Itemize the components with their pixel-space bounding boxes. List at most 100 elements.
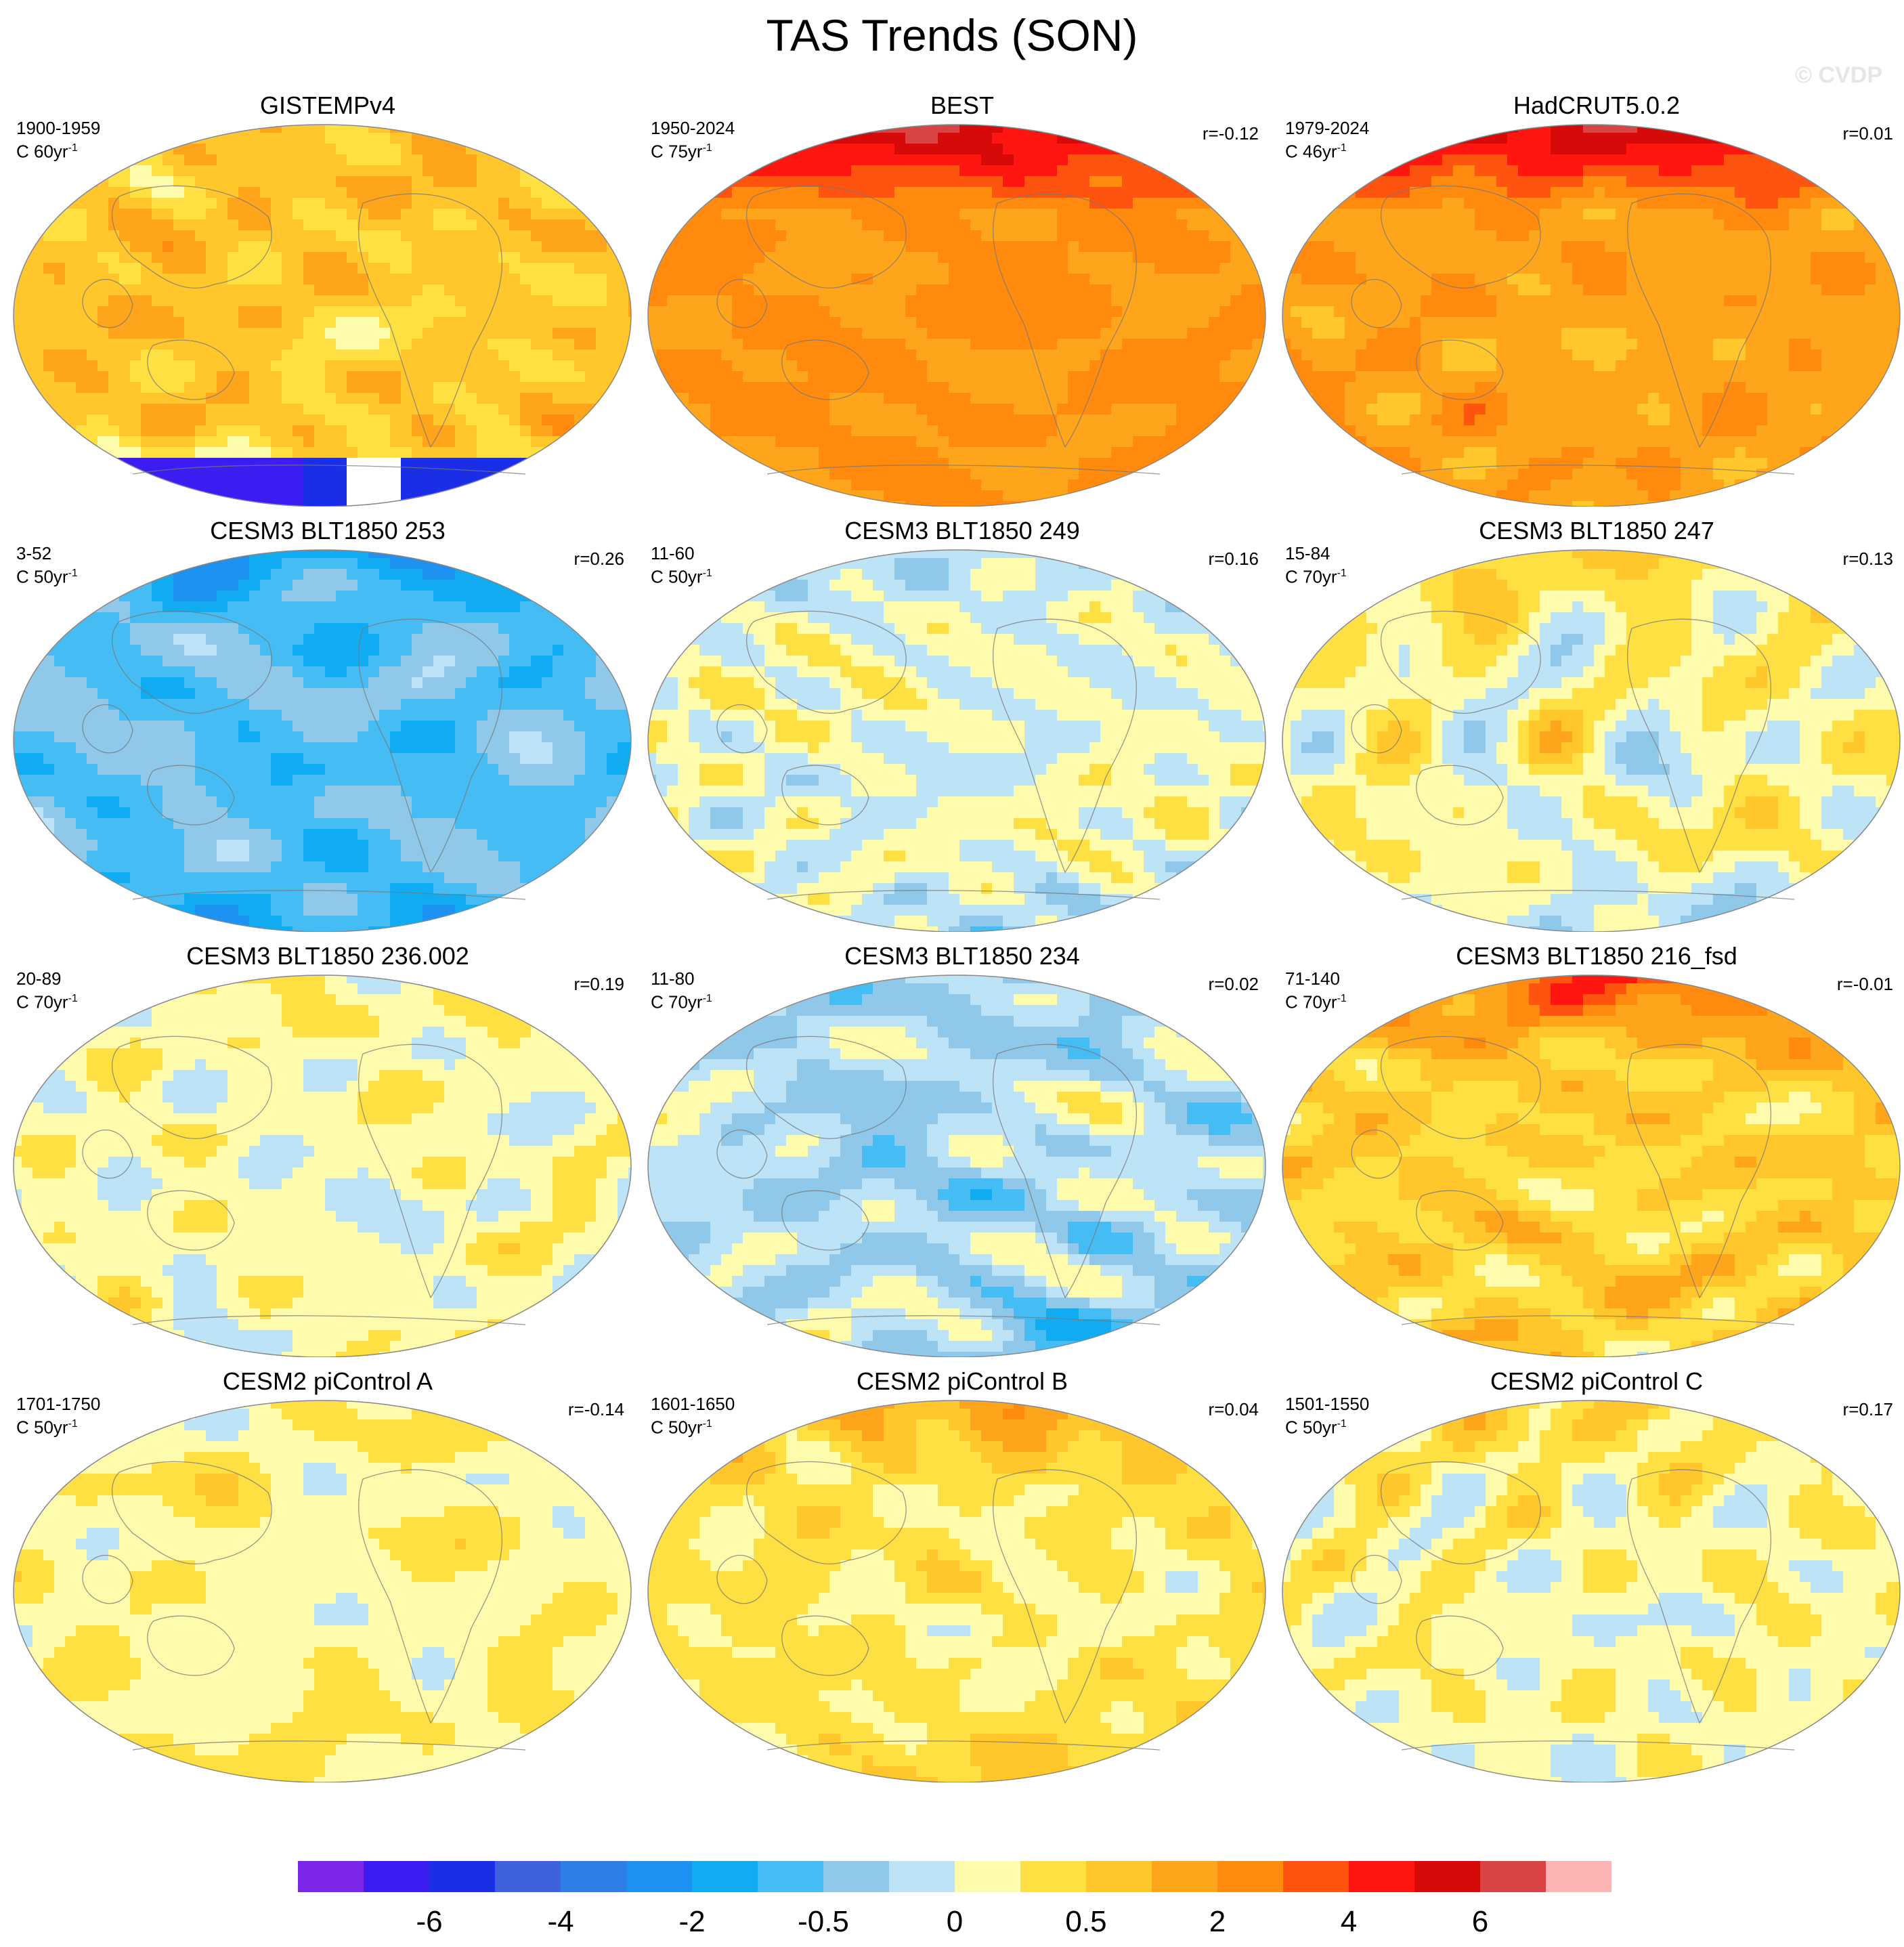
trend-map (13, 124, 632, 507)
map-outline (647, 549, 1266, 932)
map-outline (13, 549, 632, 932)
colorbar-swatch (692, 1861, 758, 1892)
map-outline (647, 975, 1266, 1357)
panel-title: CESM3 BLT1850 236.002 (11, 941, 645, 971)
panel-title: BEST (645, 91, 1279, 121)
map-outline (1282, 1400, 1901, 1782)
trend-map (1282, 124, 1901, 507)
panel-title: CESM3 BLT1850 249 (645, 516, 1279, 546)
panel-units-exponent: -1 (68, 1418, 78, 1430)
coastlines (1351, 610, 1795, 900)
trend-field (14, 550, 631, 932)
trend-field (1282, 1400, 1900, 1782)
panel-units-exponent: -1 (703, 568, 712, 579)
colorbar-swatch (1546, 1861, 1611, 1892)
map-panel: CESM2 piControl B 1601-1650 C 50yr-1 r=0.04 (645, 1367, 1279, 1786)
coastlines (82, 185, 526, 475)
panel-units: C 46yr-1 (1285, 138, 1347, 162)
panel-units-exponent: -1 (703, 1418, 712, 1430)
trend-map (1282, 549, 1901, 932)
pattern-correlation: r=0.26 (574, 549, 624, 570)
panel-title: HadCRUT5.0.2 (1280, 91, 1904, 121)
map-outline (1282, 975, 1901, 1357)
panel-period: 71-140 (1285, 968, 1340, 989)
trend-map (647, 1400, 1266, 1782)
trend-map (13, 549, 632, 932)
panel-units-exponent: -1 (1337, 993, 1347, 1004)
colorbar-tick-label: 0.5 (1065, 1905, 1106, 1938)
trend-map (1282, 975, 1901, 1357)
coastlines (1351, 1035, 1795, 1325)
pattern-correlation: r=0.04 (1209, 1399, 1259, 1420)
trend-field (648, 125, 1265, 507)
panel-period: 1501-1550 (1285, 1394, 1369, 1414)
colorbar-swatch (429, 1861, 495, 1892)
trend-field (1282, 975, 1900, 1357)
panel-period: 1701-1750 (16, 1394, 100, 1414)
trend-field (1282, 550, 1900, 932)
panel-title: CESM2 piControl B (645, 1367, 1279, 1396)
panel-units: C 70yr-1 (651, 989, 712, 1012)
panel-units: C 75yr-1 (651, 138, 712, 162)
pattern-correlation: r=0.16 (1209, 549, 1259, 570)
colorbar-tick-label: 2 (1209, 1905, 1226, 1938)
map-outline (1282, 549, 1901, 932)
trend-field (648, 1400, 1265, 1782)
map-outline (13, 1400, 632, 1782)
pattern-correlation: r=0.13 (1843, 549, 1893, 570)
panel-period: 1979-2024 (1285, 118, 1369, 138)
trend-map (647, 549, 1266, 932)
coastlines (82, 610, 526, 900)
panel-units: C 70yr-1 (1285, 563, 1347, 587)
coastlines (82, 1035, 526, 1325)
panel-units-exponent: -1 (1337, 142, 1347, 154)
trend-field (14, 125, 631, 507)
coastlines (82, 1461, 526, 1751)
pattern-correlation: r=-0.01 (1837, 974, 1893, 995)
colorbar-tick-label: 0 (947, 1905, 963, 1938)
panel-units-exponent: -1 (1337, 568, 1347, 579)
figure-title: TAS Trends (SON) (0, 9, 1904, 61)
colorbar-swatch (561, 1861, 626, 1892)
panel-period: 3-52 (16, 543, 51, 563)
colorbar-swatch (495, 1861, 561, 1892)
colorbar-tick-label: 6 (1472, 1905, 1488, 1938)
colorbar-tick-label: 4 (1341, 1905, 1357, 1938)
colorbar-swatch (1217, 1861, 1283, 1892)
pattern-correlation: r=0.19 (574, 974, 624, 995)
colorbar-swatch (758, 1861, 823, 1892)
panel-period: 20-89 (16, 968, 62, 989)
colorbar-tick-label: -6 (416, 1905, 442, 1938)
map-panel: HadCRUT5.0.2 1979-2024 C 46yr-1 r=0.01 (1280, 91, 1904, 511)
trend-field (648, 975, 1265, 1357)
colorbar-tick-label: -4 (547, 1905, 574, 1938)
pattern-correlation: r=0.01 (1843, 123, 1893, 144)
trend-map (13, 975, 632, 1357)
colorbar-swatch (1020, 1861, 1086, 1892)
panel-title: CESM2 piControl C (1280, 1367, 1904, 1396)
panel-units-exponent: -1 (703, 993, 712, 1004)
cvdp-watermark: © CVDP (1795, 62, 1882, 89)
panel-period: 11-80 (651, 968, 695, 989)
colorbar-swatch (889, 1861, 955, 1892)
trend-map (647, 975, 1266, 1357)
panel-period: 1950-2024 (651, 118, 735, 138)
colorbar-swatch (1152, 1861, 1217, 1892)
trend-map (647, 124, 1266, 507)
map-panel: CESM3 BLT1850 216_fsd 71-140 C 70yr-1 r=-0.… (1280, 941, 1904, 1361)
trend-map (1282, 1400, 1901, 1782)
map-outline (647, 124, 1266, 507)
trend-field (1282, 125, 1900, 507)
map-panel: GISTEMPv4 1900-1959 C 60yr-1 (11, 91, 645, 511)
panel-units: C 60yr-1 (16, 138, 78, 162)
panel-title: CESM3 BLT1850 234 (645, 941, 1279, 971)
colorbar-swatch (1480, 1861, 1546, 1892)
panel-units: C 70yr-1 (16, 989, 78, 1012)
coastlines (716, 185, 1161, 475)
panel-units: C 50yr-1 (651, 1414, 712, 1438)
panel-title: CESM3 BLT1850 253 (11, 516, 645, 546)
panel-period: 15-84 (1285, 543, 1330, 563)
panel-units: C 70yr-1 (1285, 989, 1347, 1012)
pattern-correlation: r=-0.14 (568, 1399, 624, 1420)
trend-map (13, 1400, 632, 1782)
